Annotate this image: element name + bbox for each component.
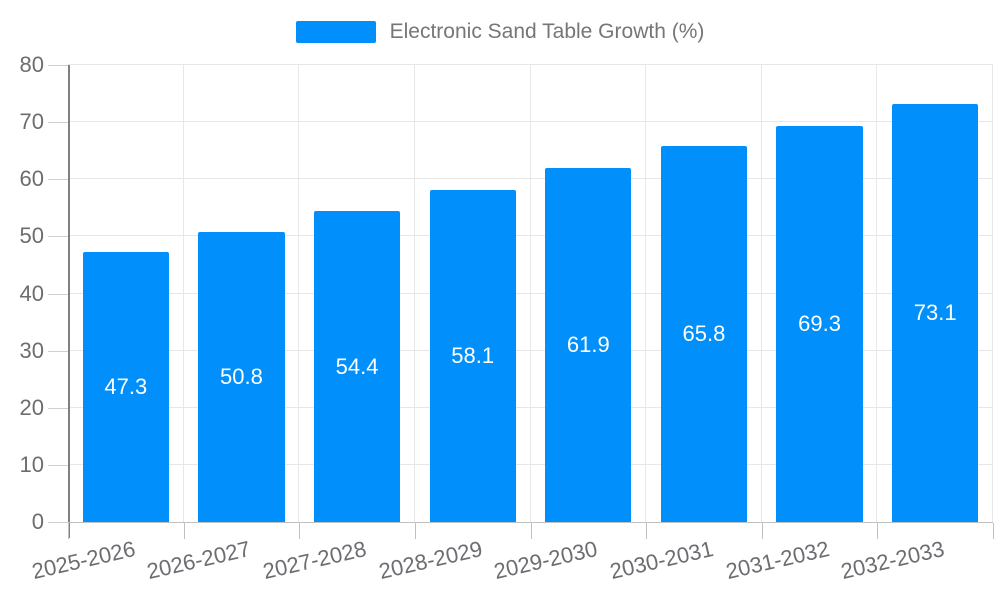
x-tick-label: 2032-2033 [838, 536, 947, 585]
y-tick [48, 179, 68, 181]
y-tick-label: 0 [31, 509, 44, 534]
h-gridline [68, 178, 993, 180]
h-gridline [68, 235, 993, 237]
x-tick [68, 523, 69, 539]
bar-2027-2028[interactable]: 54.4 [313, 211, 401, 522]
y-tick [48, 407, 68, 409]
x-tick-label: 2029-2030 [491, 536, 600, 585]
bar-2025-2026[interactable]: 47.3 [82, 251, 169, 522]
x-tick-label: 2028-2029 [376, 536, 485, 585]
x-tick [183, 523, 185, 539]
h-gridline [68, 292, 993, 294]
x-tick-label: 2031-2032 [723, 536, 832, 585]
bar-value-label: 50.8 [220, 363, 263, 389]
h-gridline [68, 463, 993, 465]
y-tick [48, 236, 68, 238]
plot-area: 47.3 50.8 54.4 58.1 61.9 65.8 69.3 73.1 [68, 64, 993, 522]
x-tick-label: 2027-2028 [260, 536, 369, 585]
v-gridline [529, 65, 531, 522]
y-tick-label: 40 [19, 280, 44, 306]
y-tick [48, 350, 68, 352]
y-tick [48, 293, 68, 295]
x-tick-label: 2030-2031 [607, 536, 716, 585]
y-tick-label: 20 [19, 394, 44, 420]
x-tick-label: 2025-2026 [29, 536, 138, 585]
bar-2026-2027[interactable]: 50.8 [198, 231, 285, 522]
bar-value-label: 73.1 [913, 300, 957, 326]
bar-2028-2029[interactable]: 58.1 [429, 190, 516, 522]
bar-2032-2033[interactable]: 73.1 [892, 104, 979, 522]
y-tick-label: 80 [19, 52, 44, 77]
h-gridline [68, 64, 993, 65]
y-tick-label: 70 [19, 109, 44, 135]
legend-label: Electronic Sand Table Growth (%) [389, 20, 705, 43]
y-tick-label: 30 [19, 337, 44, 363]
bar-value-label: 61.9 [566, 332, 610, 358]
x-tick [646, 523, 648, 539]
bar-value-label: 47.3 [104, 373, 148, 399]
bar-2029-2030[interactable]: 61.9 [545, 168, 632, 522]
bar-value-label: 58.1 [451, 343, 495, 369]
y-axis-labels: 0 10 20 30 40 50 60 70 80 [0, 52, 44, 534]
bar-2031-2032[interactable]: 69.3 [776, 126, 863, 522]
v-gridline [413, 65, 415, 522]
x-axis-line [48, 522, 993, 523]
v-gridline [760, 65, 762, 522]
bar-value-label: 69.3 [798, 311, 841, 337]
y-tick-label: 10 [19, 451, 44, 477]
h-gridline [68, 406, 993, 408]
x-tick [761, 523, 763, 539]
y-tick [48, 122, 68, 124]
x-tick [530, 523, 532, 539]
y-tick [48, 522, 68, 523]
h-gridline [68, 121, 993, 123]
x-tick [993, 523, 994, 539]
x-tick-label: 2026-2027 [144, 536, 254, 585]
v-gridline [182, 65, 184, 522]
v-gridline [298, 65, 300, 522]
y-tick [48, 65, 68, 66]
y-tick-label: 60 [19, 166, 44, 192]
v-gridline [876, 65, 878, 522]
bar-2030-2031[interactable]: 65.8 [660, 146, 747, 522]
y-tick [48, 464, 68, 466]
y-axis-line [68, 65, 70, 538]
x-tick [414, 523, 416, 539]
bar-value-label: 54.4 [335, 353, 379, 379]
y-tick-label: 50 [19, 223, 44, 249]
chart-legend: Electronic Sand Table Growth (%) [0, 18, 1000, 46]
bar-value-label: 65.8 [682, 321, 726, 347]
h-gridline [68, 349, 993, 351]
legend-item[interactable]: Electronic Sand Table Growth (%) [295, 20, 705, 44]
x-tick [299, 523, 301, 539]
v-gridline [992, 65, 993, 522]
x-tick [877, 523, 879, 539]
v-gridline [645, 65, 647, 522]
legend-swatch [295, 21, 376, 43]
